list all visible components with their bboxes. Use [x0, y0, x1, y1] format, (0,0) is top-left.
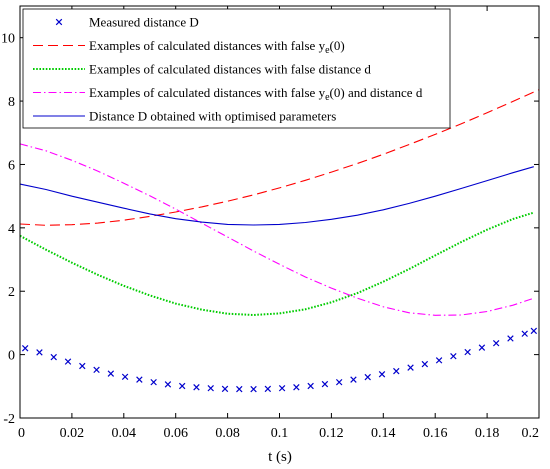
data-point-marker — [450, 352, 457, 360]
legend-entry-2: Examples of calculated distances with fa… — [89, 38, 345, 56]
data-point-marker — [164, 381, 172, 388]
data-point-marker — [64, 358, 72, 365]
data-point-marker — [464, 348, 471, 356]
data-point-marker — [79, 362, 86, 370]
y-tick-label: -2 — [3, 412, 15, 427]
x-tick-label: 0.2 — [522, 426, 540, 441]
data-point-marker — [307, 382, 314, 390]
x-tick-label: 0.02 — [60, 426, 85, 441]
y-tick-label: 8 — [8, 95, 15, 110]
data-point-marker — [93, 366, 100, 374]
data-point-marker — [530, 327, 538, 335]
x-tick-label: 0.16 — [423, 426, 448, 441]
y-tick-label: 2 — [8, 285, 15, 300]
data-point-marker — [207, 384, 214, 392]
y-tick-label: 6 — [8, 158, 15, 173]
data-point-marker — [335, 378, 343, 386]
data-point-marker — [350, 376, 357, 383]
data-point-marker — [521, 330, 528, 337]
x-tick-label: 0 — [18, 426, 25, 441]
data-point-marker — [507, 335, 514, 342]
data-point-marker — [393, 367, 400, 375]
axes: 0 0.02 0.04 0.06 0.08 0.1 0.12 0.14 0.16 0.18 0.2 -… — [1, 5, 540, 441]
data-point-marker — [407, 364, 414, 371]
data-point-marker — [492, 339, 500, 347]
data-point-marker — [36, 349, 43, 356]
legend-entry-5: Distance D obtained with optimised param… — [89, 109, 336, 124]
data-point-marker — [107, 370, 115, 377]
data-point-marker — [121, 373, 129, 381]
series-line-2 — [19, 89, 540, 226]
data-point-marker — [364, 373, 371, 381]
x-tick-label: 0.04 — [112, 426, 137, 441]
legend-box — [22, 8, 451, 129]
y-tick-label: 10 — [1, 32, 15, 47]
data-point-marker — [250, 385, 257, 393]
y-tick-label: 4 — [8, 222, 15, 237]
legend: Measured distance D Examples of calculate… — [22, 8, 451, 129]
data-point-marker — [378, 371, 386, 378]
data-point-marker — [264, 385, 272, 393]
data-point-marker — [293, 384, 300, 391]
data-point-marker — [150, 378, 157, 386]
x-tick-label: 0.18 — [475, 426, 500, 441]
data-point-marker — [50, 353, 57, 361]
data-point-marker — [478, 344, 486, 351]
series-line-3 — [19, 211, 535, 317]
x-tick-label: 0.12 — [319, 426, 344, 441]
data-point-marker — [435, 357, 443, 364]
legend-marker — [55, 18, 63, 26]
data-point-marker — [221, 385, 229, 393]
data-point-marker — [321, 380, 329, 388]
data-point-marker — [421, 360, 429, 368]
legend-entry-3: Examples of calculated distances with fa… — [89, 62, 371, 77]
x-tick-label: 0.1 — [271, 426, 289, 441]
x-tick-label: 0.08 — [215, 426, 240, 441]
x-tick-label: 0.14 — [371, 426, 396, 441]
data-point-marker — [278, 384, 286, 392]
data-point-marker — [136, 376, 143, 383]
x-axis-label: t (s) — [268, 449, 292, 465]
x-tick-label: 0.06 — [163, 426, 188, 441]
data-point-marker — [21, 345, 29, 352]
data-point-marker — [178, 382, 186, 390]
series-line-4 — [19, 143, 534, 316]
data-point-marker — [236, 385, 243, 393]
series-line-5 — [19, 166, 534, 226]
y-tick-label: 0 — [8, 349, 15, 364]
data-point-marker — [193, 384, 200, 391]
plot-lines — [19, 89, 540, 393]
legend-entry-1: Measured distance D — [89, 15, 199, 30]
legend-entry-4: Examples of calculated distances with fa… — [89, 85, 423, 103]
